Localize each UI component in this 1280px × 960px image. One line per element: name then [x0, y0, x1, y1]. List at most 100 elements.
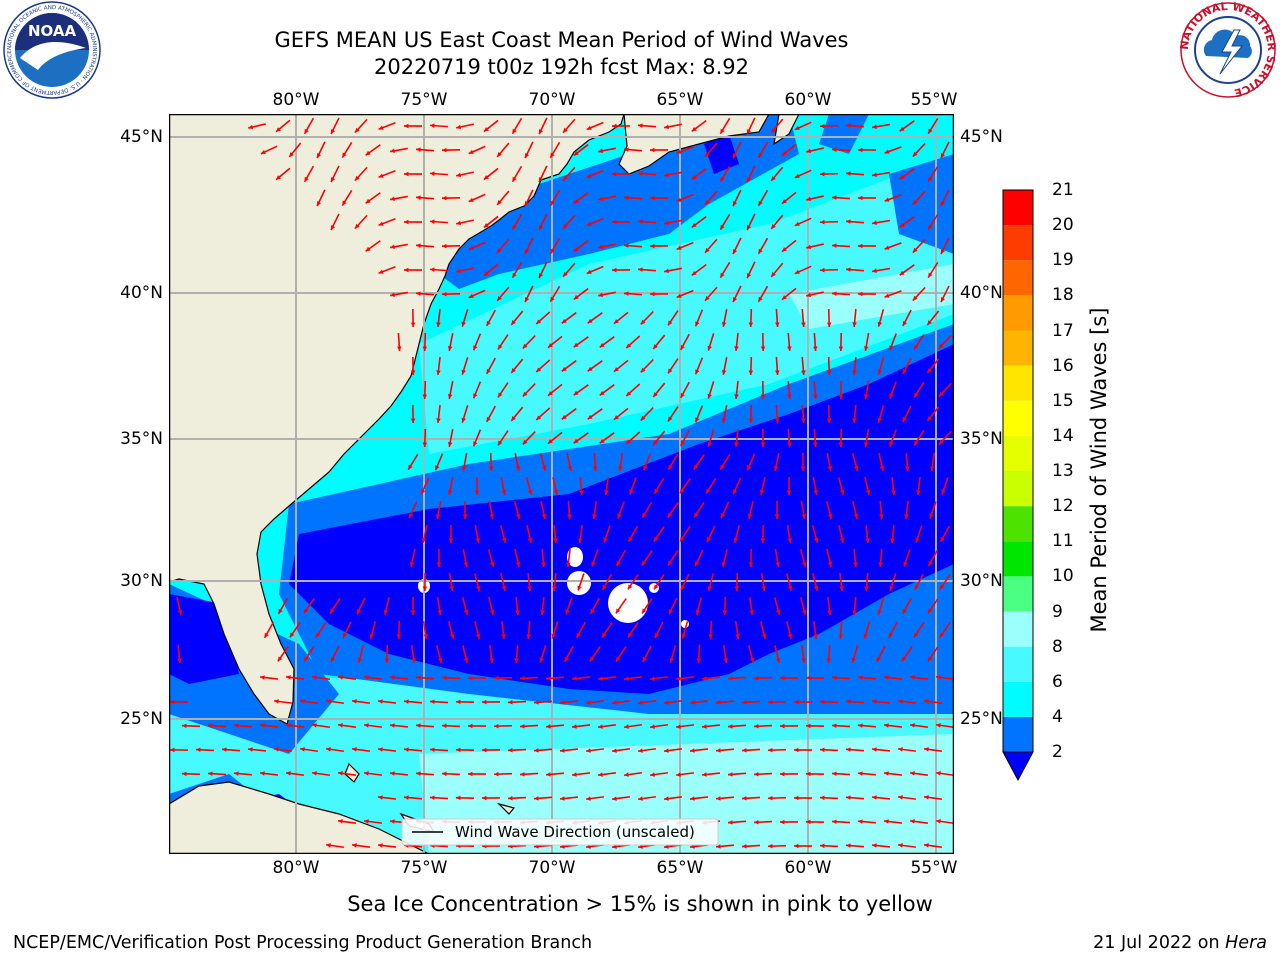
wave-direction-arrowhead [654, 584, 659, 590]
wave-direction-arrowhead [468, 771, 473, 777]
wave-direction-arrowhead [538, 225, 544, 231]
wave-direction-arrowhead [643, 465, 648, 471]
wave-direction-arrowhead [668, 416, 673, 422]
wave-direction-arrowhead [928, 224, 933, 230]
wave-direction-arrowhead [846, 843, 851, 848]
wave-direction-arrowhead [628, 536, 633, 542]
wave-direction-arrowhead [794, 125, 800, 130]
wave-direction-arrowhead [680, 440, 685, 446]
wave-direction-arrowhead [877, 417, 882, 423]
colorbar-band [1003, 541, 1033, 577]
wave-direction-arrowhead [572, 676, 577, 681]
wave-direction-arrowhead [694, 512, 699, 518]
wave-direction-arrowhead [512, 224, 517, 230]
wave-direction-arrowhead [640, 367, 646, 373]
wave-direction-arrowhead [664, 124, 669, 130]
wave-direction-arrowhead [721, 370, 727, 375]
wave-direction-arrowhead [852, 418, 857, 423]
wave-direction-arrowhead [865, 538, 870, 543]
wave-direction-arrowhead [430, 171, 435, 176]
wave-direction-arrowhead [264, 632, 269, 638]
wave-direction-arrowhead [539, 657, 544, 663]
wave-direction-arrowhead [354, 223, 360, 229]
wave-direction-arrowhead [773, 465, 779, 471]
colorbar-tick-label: 4 [1052, 706, 1063, 727]
wave-direction-arrowhead [540, 610, 545, 615]
wave-direction-arrowhead [826, 322, 832, 327]
wave-direction-arrowhead [410, 322, 416, 327]
wave-direction-arrowhead [641, 560, 647, 566]
wave-direction-arrowhead [742, 748, 747, 753]
wave-direction-arrowhead [878, 562, 883, 567]
wave-direction-arrowhead [456, 124, 462, 130]
wave-direction-arrowhead [720, 224, 725, 230]
wave-direction-arrowhead [733, 537, 739, 543]
wave-direction-arrowhead [638, 219, 643, 224]
wave-direction-arrowhead [626, 439, 632, 444]
wave-direction-arrowhead [716, 796, 721, 801]
wave-direction-arrowhead [884, 197, 890, 202]
wave-direction-arrowhead [940, 249, 946, 255]
wave-direction-arrowhead [404, 267, 409, 273]
wave-direction-arrowhead [494, 723, 499, 729]
wave-direction-arrowhead [899, 222, 905, 228]
wave-direction-arrowhead [536, 319, 542, 324]
wave-direction-arrowhead [489, 561, 495, 567]
wave-direction-arrowhead [754, 675, 759, 681]
chart-subtitle: 20220719 t00z 192h fcst Max: 8.92 [374, 55, 749, 79]
wave-direction-arrowhead [326, 843, 331, 848]
wave-direction-arrowhead [442, 675, 447, 681]
wave-direction-arrowhead [416, 195, 421, 200]
wave-direction-arrowhead [615, 656, 621, 662]
wave-direction-arrowhead [851, 657, 856, 663]
wave-direction-arrowhead [928, 128, 933, 134]
wave-direction-arrowhead [369, 633, 375, 639]
wave-direction-arrowhead [872, 220, 877, 225]
wave-direction-arrowhead [927, 608, 933, 614]
wave-direction-arrowhead [573, 198, 579, 204]
wave-direction-arrowhead [902, 417, 907, 423]
wave-direction-arrowhead [640, 319, 646, 325]
wave-direction-arrowhead [734, 346, 739, 351]
wave-direction-arrowhead [853, 513, 859, 519]
wave-direction-arrowhead [702, 724, 707, 729]
wave-direction-arrowhead [468, 675, 473, 681]
wave-direction-arrowhead [423, 634, 428, 639]
wave-direction-arrowhead [768, 795, 773, 801]
wave-direction-arrowhead [827, 513, 833, 519]
wave-direction-arrowhead [846, 171, 851, 176]
wave-direction-arrowhead [903, 561, 908, 567]
wave-direction-arrowhead [182, 723, 187, 729]
wave-direction-arrowhead [390, 819, 395, 824]
wave-direction-arrowhead [889, 345, 894, 351]
wave-direction-arrowhead [864, 586, 869, 591]
wave-direction-arrowhead [416, 147, 421, 152]
wave-direction-arrowhead [838, 346, 844, 351]
wave-direction-arrowhead [806, 148, 812, 154]
wave-direction-arrowhead [927, 656, 933, 662]
wave-direction-arrowhead [501, 537, 507, 543]
wave-direction-arrowhead [277, 656, 283, 662]
wave-direction-arrowhead [728, 820, 733, 825]
wave-direction-arrowhead [846, 747, 851, 752]
wave-direction-arrowhead [573, 150, 579, 156]
wave-direction-arrowhead [938, 391, 944, 397]
wave-direction-arrowhead [748, 418, 754, 423]
wave-direction-arrowhead [449, 586, 454, 591]
wave-direction-arrowhead [720, 464, 725, 470]
wave-direction-arrowhead [303, 608, 309, 614]
wave-direction-arrowhead [838, 634, 843, 639]
wave-direction-arrowhead [728, 724, 733, 729]
wave-direction-arrowhead [378, 747, 383, 752]
lon-tick-bottom: 65°W [656, 858, 704, 878]
wave-direction-arrowhead [547, 343, 553, 348]
wave-direction-arrowhead [177, 658, 182, 663]
wave-direction-arrowhead [312, 723, 317, 728]
lon-tick-bottom: 70°W [528, 858, 576, 878]
nws-logo: NATIONAL WEATHER SERVICE [1178, 0, 1278, 99]
wave-direction-arrowhead [820, 171, 825, 177]
wave-direction-arrowhead [832, 771, 837, 776]
wave-direction-arrowhead [316, 153, 322, 159]
wave-direction-arrowhead [653, 536, 659, 542]
wave-direction-arrowhead [410, 418, 416, 423]
